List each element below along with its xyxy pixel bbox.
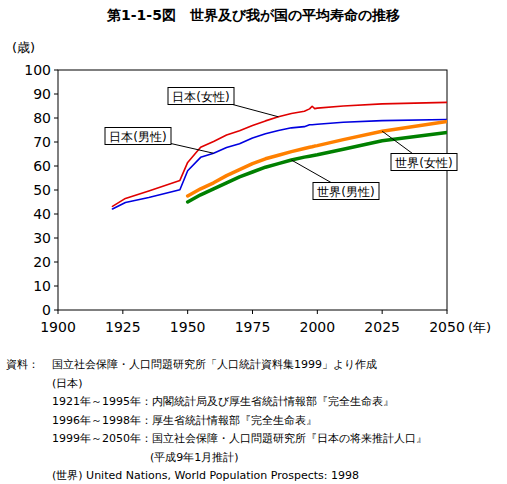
- x-label: (年): [468, 320, 491, 335]
- x-tick: [58, 310, 59, 314]
- source-note: (世界) United Nations, World Population Pr…: [52, 469, 359, 482]
- source-note: (日本): [52, 377, 83, 390]
- y-tick-label: 10: [33, 278, 51, 294]
- series-label: 日本(女性): [172, 90, 229, 104]
- y-tick-label: 0: [42, 302, 51, 318]
- callout-box: [105, 128, 171, 145]
- y-label: (歳): [12, 40, 35, 55]
- series-label: 世界(女性): [395, 156, 452, 170]
- x-tick-label: 1975: [235, 319, 271, 335]
- source-note: 国立社会保障・人口問題研究所「人口統計資料集1999」より作成: [52, 358, 377, 371]
- source-note: 1999年～2050年：国立社会保障・人口問題研究所『日本の将来推計人口』: [52, 432, 427, 445]
- series-label: 世界(男性): [317, 185, 374, 199]
- y-tick: [54, 166, 58, 167]
- y-tick: [54, 310, 58, 311]
- y-tick-label: 90: [33, 86, 51, 102]
- x-tick: [187, 310, 188, 314]
- y-tick: [54, 118, 58, 119]
- y-tick-label: 80: [33, 110, 51, 126]
- y-tick: [54, 94, 58, 95]
- source-label: 資料：: [6, 358, 39, 371]
- y-tick-label: 60: [33, 158, 51, 174]
- y-tick: [54, 142, 58, 143]
- y-tick: [54, 190, 58, 191]
- chart: 第1-1-5図 世界及び我が国の平均寿命の推移 (歳) (年) 0 10 20 30 40 50…: [0, 0, 507, 484]
- y-tick-label: 40: [33, 206, 51, 222]
- x-tick: [447, 310, 448, 314]
- x-tick: [122, 310, 123, 314]
- y-tick-label: 20: [33, 254, 51, 270]
- x-tick: [317, 310, 318, 314]
- x-tick-label: 2000: [300, 319, 336, 335]
- callout-box: [313, 183, 379, 200]
- callouts: 日本(女性) 日本(男性) 世界(女性) 世界(男性): [105, 88, 457, 200]
- callout-box: [168, 88, 234, 105]
- y-tick: [54, 262, 58, 263]
- y-tick: [54, 238, 58, 239]
- y-tick: [54, 214, 58, 215]
- y-tick-label: 100: [24, 62, 51, 78]
- title: 第1-1-5図 世界及び我が国の平均寿命の推移: [106, 7, 400, 23]
- y-tick-label: 30: [33, 230, 51, 246]
- x-tick-label: 1925: [105, 319, 141, 335]
- x-tick-label: 1900: [40, 319, 76, 335]
- x-tick-label: 1950: [170, 319, 206, 335]
- source-note: 1921年～1995年：内閣統計局及び厚生省統計情報部『完全生命表』: [52, 395, 394, 408]
- y-tick-label: 50: [33, 182, 51, 198]
- y-tick: [54, 70, 58, 71]
- source-note: (平成9年1月推計): [150, 451, 239, 464]
- x-tick: [382, 310, 383, 314]
- x-tick-label: 2050: [429, 319, 465, 335]
- plot-frame: [58, 70, 447, 310]
- x-tick: [252, 310, 253, 314]
- y-tick: [54, 286, 58, 287]
- callout-box: [391, 154, 457, 171]
- source-note: 1996年～1998年：厚生省統計情報部『完全生命表』: [52, 414, 317, 427]
- x-tick-label: 2025: [364, 319, 400, 335]
- series-label: 日本(男性): [109, 130, 166, 144]
- y-tick-label: 70: [33, 134, 51, 150]
